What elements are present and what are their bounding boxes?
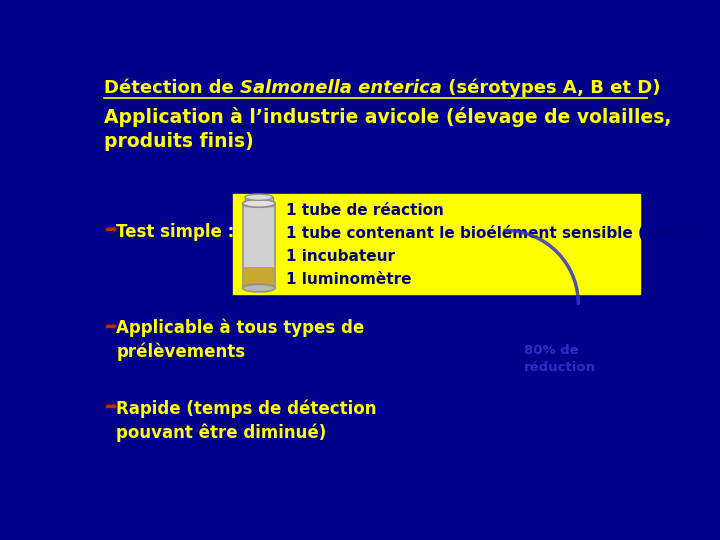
Text: Test simple :: Test simple : [117,222,235,241]
Ellipse shape [245,194,273,200]
Text: ➦: ➦ [104,319,117,334]
Text: 80% de
réduction: 80% de réduction [524,343,596,374]
Text: Détection de: Détection de [104,79,240,97]
Bar [243,204,275,288]
Text: ➦: ➦ [104,400,117,415]
Text: (sérotypes A, B et D): (sérotypes A, B et D) [442,79,660,97]
Text: Applicable à tous types de
prélèvements: Applicable à tous types de prélèvements [117,319,364,361]
Text: Salmonella enterica: Salmonella enterica [240,79,442,97]
Bar [245,197,273,206]
Text: ➦: ➦ [104,222,117,238]
Text: 1 tube de réaction
1 tube contenant le bioélément sensible (réactif)
1 incubateu: 1 tube de réaction 1 tube contenant le b… [286,204,708,287]
FancyBboxPatch shape [233,194,640,294]
Text: Rapide (temps de détection
pouvant être diminué): Rapide (temps de détection pouvant être … [117,400,377,442]
Bar [244,267,274,288]
Ellipse shape [243,284,275,292]
Text: Application à l’industrie avicole (élevage de volailles,
produits finis): Application à l’industrie avicole (éleva… [104,107,671,151]
Ellipse shape [243,200,275,207]
